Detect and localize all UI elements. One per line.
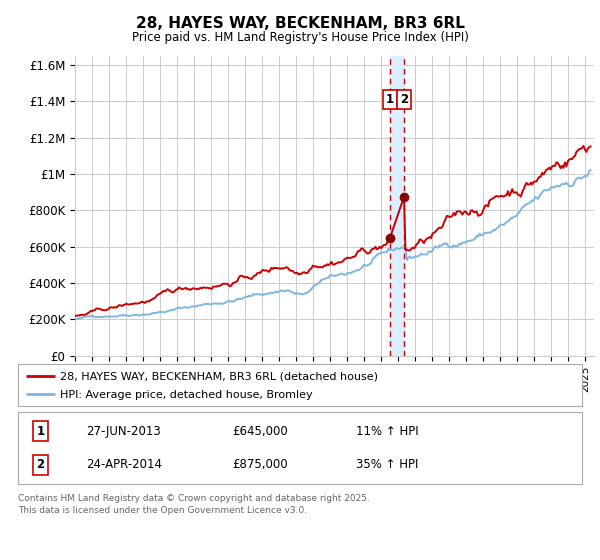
Text: 1: 1 — [386, 93, 394, 106]
Text: £875,000: £875,000 — [232, 458, 288, 472]
Text: Contains HM Land Registry data © Crown copyright and database right 2025.
This d: Contains HM Land Registry data © Crown c… — [18, 494, 370, 515]
Text: 24-APR-2014: 24-APR-2014 — [86, 458, 161, 472]
Bar — [389, 56, 404, 356]
Text: Price paid vs. HM Land Registry's House Price Index (HPI): Price paid vs. HM Land Registry's House … — [131, 31, 469, 44]
Text: 11% ↑ HPI: 11% ↑ HPI — [356, 424, 419, 438]
Text: 27-JUN-2013: 27-JUN-2013 — [86, 424, 160, 438]
Text: 28, HAYES WAY, BECKENHAM, BR3 6RL (detached house): 28, HAYES WAY, BECKENHAM, BR3 6RL (detac… — [60, 372, 379, 381]
Text: 28, HAYES WAY, BECKENHAM, BR3 6RL: 28, HAYES WAY, BECKENHAM, BR3 6RL — [136, 16, 464, 31]
Text: £645,000: £645,000 — [232, 424, 288, 438]
Text: 2: 2 — [400, 93, 408, 106]
Text: 2: 2 — [37, 458, 44, 472]
Text: HPI: Average price, detached house, Bromley: HPI: Average price, detached house, Brom… — [60, 390, 313, 400]
Text: 1: 1 — [37, 424, 44, 438]
Text: 35% ↑ HPI: 35% ↑ HPI — [356, 458, 419, 472]
